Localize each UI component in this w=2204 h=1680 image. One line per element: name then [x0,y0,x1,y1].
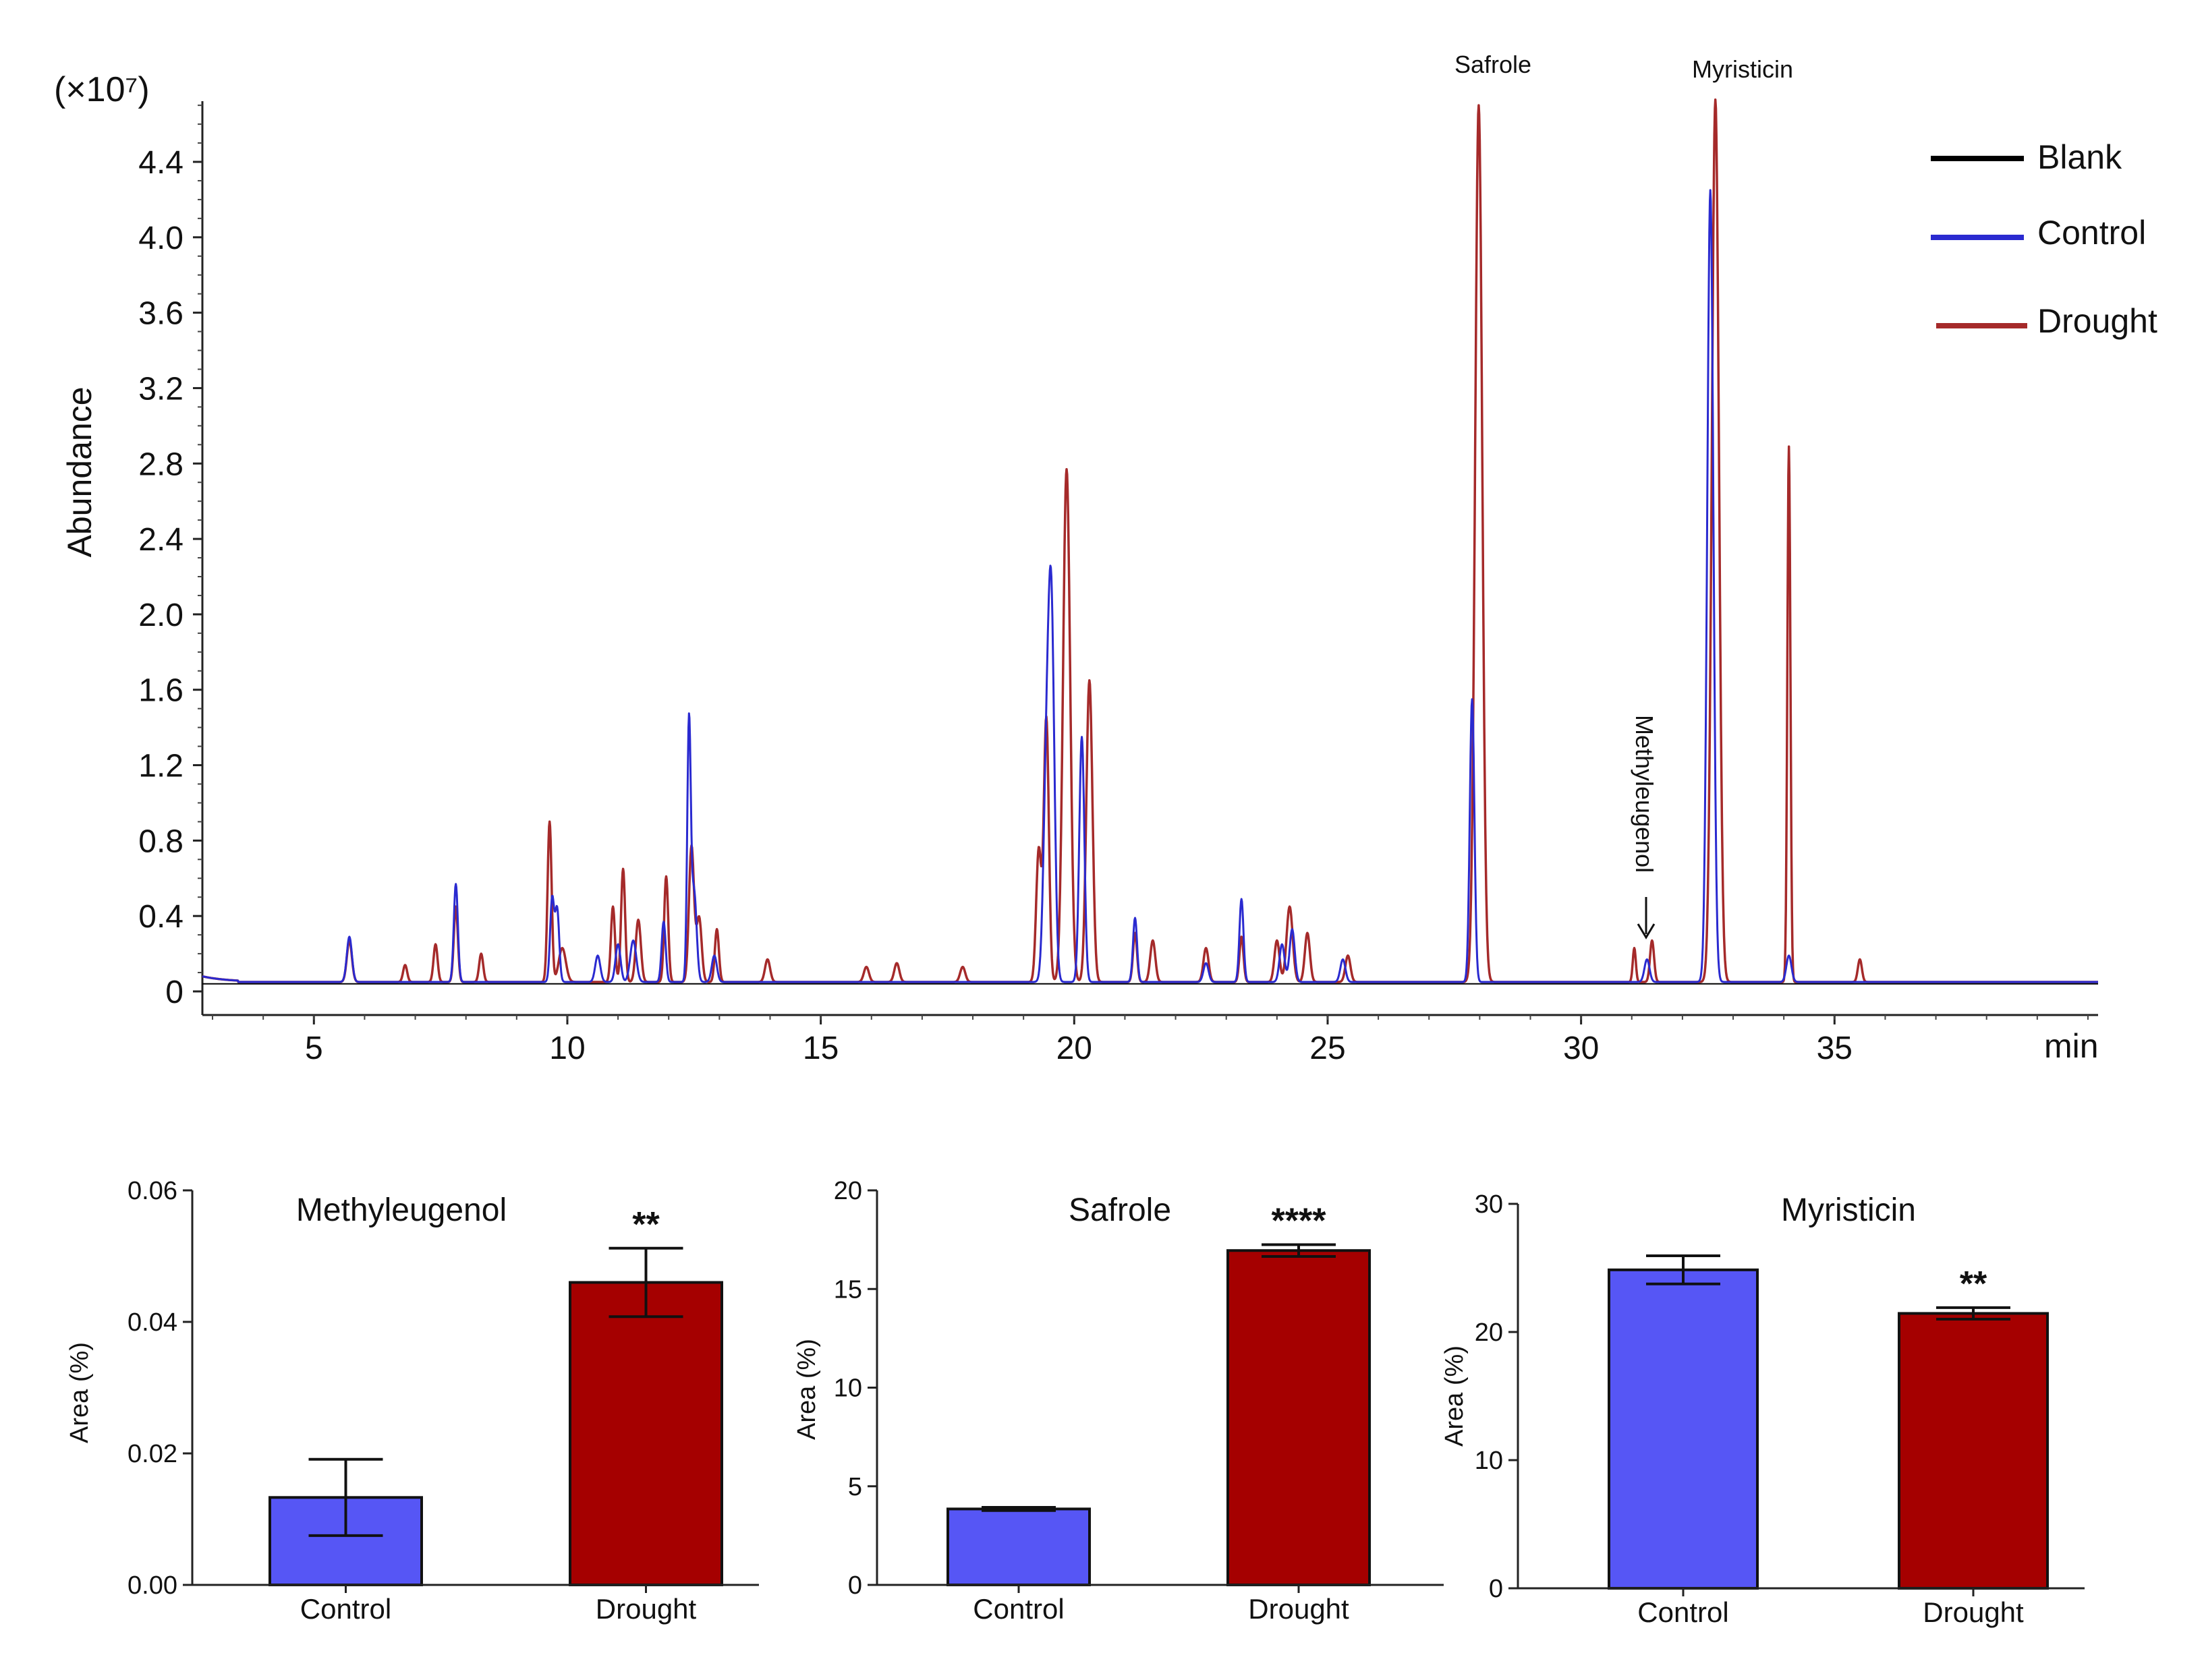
bar-category-label: Control [1637,1596,1728,1628]
bar-drought [569,1281,723,1586]
bar-y-tick-label: 0.00 [128,1571,177,1600]
bar-y-axis-title: Area (%) [1440,1345,1469,1447]
safrole-peak-label: Safrole [1454,51,1531,78]
y-tick-label: 0.8 [138,823,183,859]
bar-y-axis-title: Area (%) [793,1339,821,1440]
x-tick-label: 35 [1817,1031,1853,1066]
x-tick-label: 15 [803,1031,839,1066]
bar-chart-title: Safrole [1069,1192,1171,1228]
chromatogram-panel: (×10⁷) Abundance 0 0.4 0.8 1.2 1.6 2.0 2.4 2.8 3… [54,51,2157,1066]
methyleugenol-peak-label: Methyleugenol [1631,715,1658,873]
bar-y-tick-label: 0.06 [128,1177,177,1205]
legend-item-drought: Drought [1936,302,2157,340]
x-tick-label: 5 [305,1031,323,1066]
x-tick-label: 10 [549,1031,585,1066]
significance-stars: ** [632,1205,660,1244]
chrom-x-ticks: 5 10 15 20 25 30 35 [212,1015,2089,1066]
legend-label-blank: Blank [2037,138,2122,176]
chrom-legend: Blank Control Drought [1931,138,2157,340]
error-bar-control [308,1457,383,1537]
x-axis-title: min [2044,1027,2099,1065]
bar-y-tick-label: 0.04 [128,1308,177,1337]
bar-y-tick-label: 5 [848,1473,862,1501]
y-tick-label: 4.0 [138,221,183,256]
error-bar-control [982,1506,1056,1512]
y-tick-label: 2.8 [138,446,183,482]
bar-chart-title: Myristicin [1781,1192,1916,1228]
y-axis-title: Abundance [61,386,98,557]
y-tick-label: 1.2 [138,749,183,784]
bar-control [1608,1268,1759,1590]
y-tick-label: 2.0 [138,598,183,633]
legend-item-blank: Blank [1931,138,2122,176]
significance-stars: ** [1960,1265,1987,1304]
x-tick-label: 25 [1309,1031,1345,1066]
y-tick-label: 0.4 [138,899,183,935]
y-tick-label: 2.4 [138,522,183,558]
bar-chart-safrole: Area (%) Safrole Control Drought **** 0 5 10… [793,1177,1444,1625]
error-bar-drought [1262,1243,1336,1258]
y-tick-label: 3.2 [138,371,183,407]
control-trace [202,189,2099,983]
legend-item-control: Control [1931,214,2146,252]
myristicin-peak-label: Myristicin [1692,55,1793,83]
bar-category-label: Drought [596,1593,697,1625]
y-tick-label: 0 [165,975,183,1010]
bar-category-label: Drought [1923,1596,2024,1628]
bar-drought [1226,1249,1371,1587]
error-bar-control [1646,1254,1720,1285]
bar-chart-methyleugenol: Area (%) Methyleugenol Control Drought** … [65,1177,759,1625]
bar-y-tick-label: 20 [834,1177,862,1205]
significance-stars: **** [1272,1201,1327,1240]
bar-category-label: Control [300,1593,391,1625]
y-scale-label: (×10⁷) [54,70,150,109]
y-tick-label: 1.6 [138,673,183,709]
bar-chart-myristicin: Area (%) Myristicin Control Drought ** 0 10… [1440,1190,2085,1628]
bar-chart-title: Methyleugenol [296,1192,507,1228]
error-bar-drought [609,1246,683,1319]
chrom-y-ticks: 0 0.4 0.8 1.2 1.6 2.0 2.4 2.8 3.2 3.6 4.0 4.4 [138,145,202,1010]
drought-trace [202,98,2099,983]
y-tick-label: 3.6 [138,296,183,332]
bar-y-tick-label: 10 [834,1374,862,1403]
bar-y-tick-label: 30 [1475,1190,1503,1219]
y-tick-label: 4.4 [138,145,183,181]
bar-drought [1898,1312,2049,1590]
bar-y-tick-label: 0.02 [128,1440,177,1468]
bar-y-tick-label: 20 [1475,1319,1503,1347]
bar-y-tick-label: 15 [834,1275,862,1304]
bar-category-label: Control [973,1593,1064,1625]
methyleugenol-arrow [1637,897,1656,939]
error-bar-drought [1936,1306,2010,1321]
legend-label-drought: Drought [2037,302,2157,340]
x-tick-label: 30 [1563,1031,1599,1066]
x-tick-label: 20 [1056,1031,1092,1066]
bar-y-tick-label: 0 [1489,1575,1503,1603]
legend-label-control: Control [2037,214,2146,252]
bar-y-tick-label: 0 [848,1571,862,1600]
bar-control [946,1507,1091,1586]
bar-y-axis-title: Area (%) [65,1342,94,1443]
bar-category-label: Drought [1248,1593,1349,1625]
bar-y-tick-label: 10 [1475,1447,1503,1475]
